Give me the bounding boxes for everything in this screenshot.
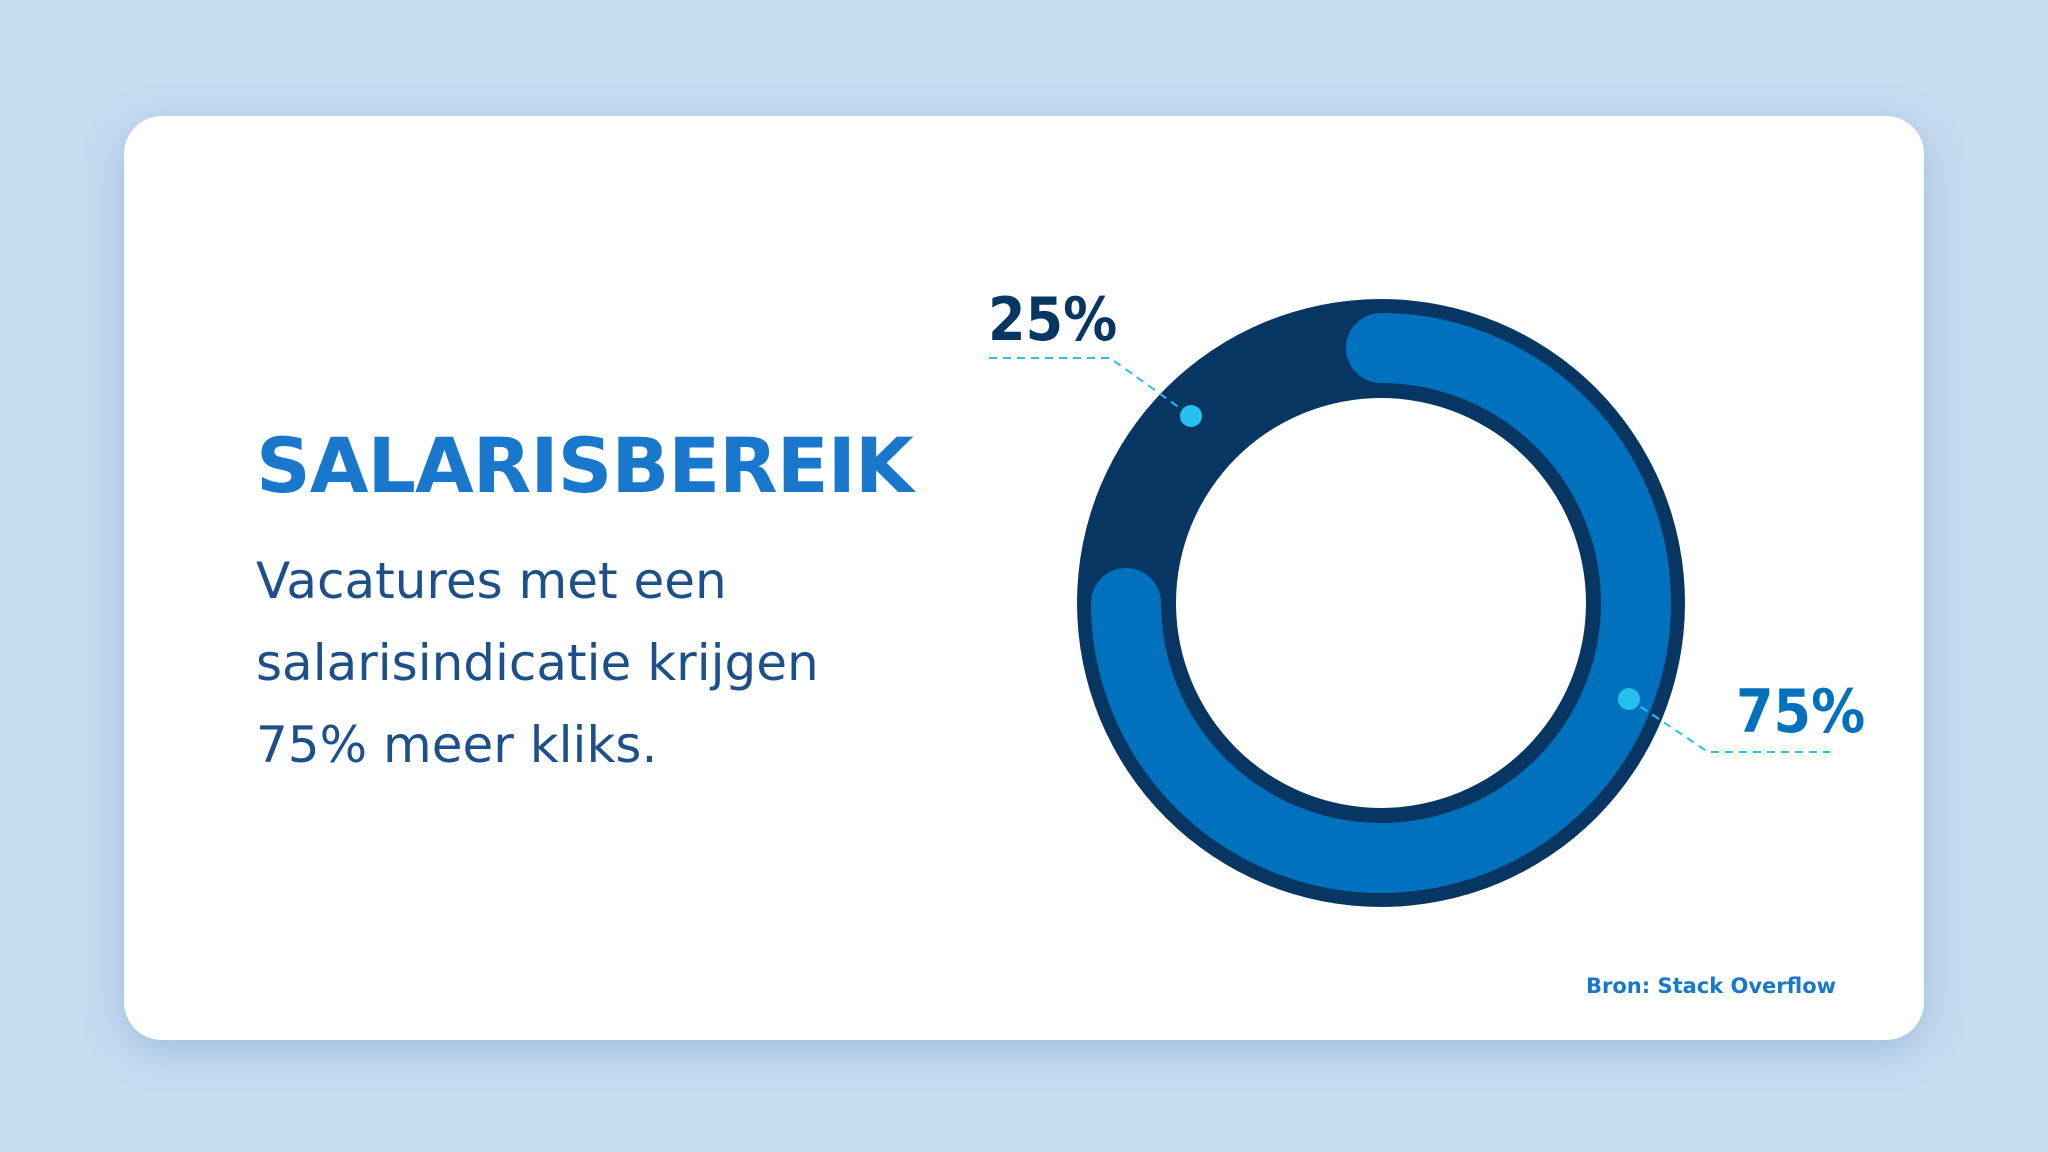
body-text: Vacatures met een salarisindicatie krijg… [256, 552, 819, 774]
label-25: 25% [988, 285, 1117, 355]
donut-hole [1176, 398, 1586, 808]
source-note: Bron: Stack Overflow [1586, 974, 1837, 998]
headline: SALARISBEREIK [256, 421, 914, 510]
callout-dot-25 [1180, 405, 1202, 427]
callout-dot-75 [1618, 688, 1640, 710]
callout-line-25 [989, 357, 1192, 417]
callout-line-75 [1628, 698, 1830, 753]
slice-75-arc [1091, 313, 1671, 893]
label-75: 75% [1736, 677, 1865, 747]
